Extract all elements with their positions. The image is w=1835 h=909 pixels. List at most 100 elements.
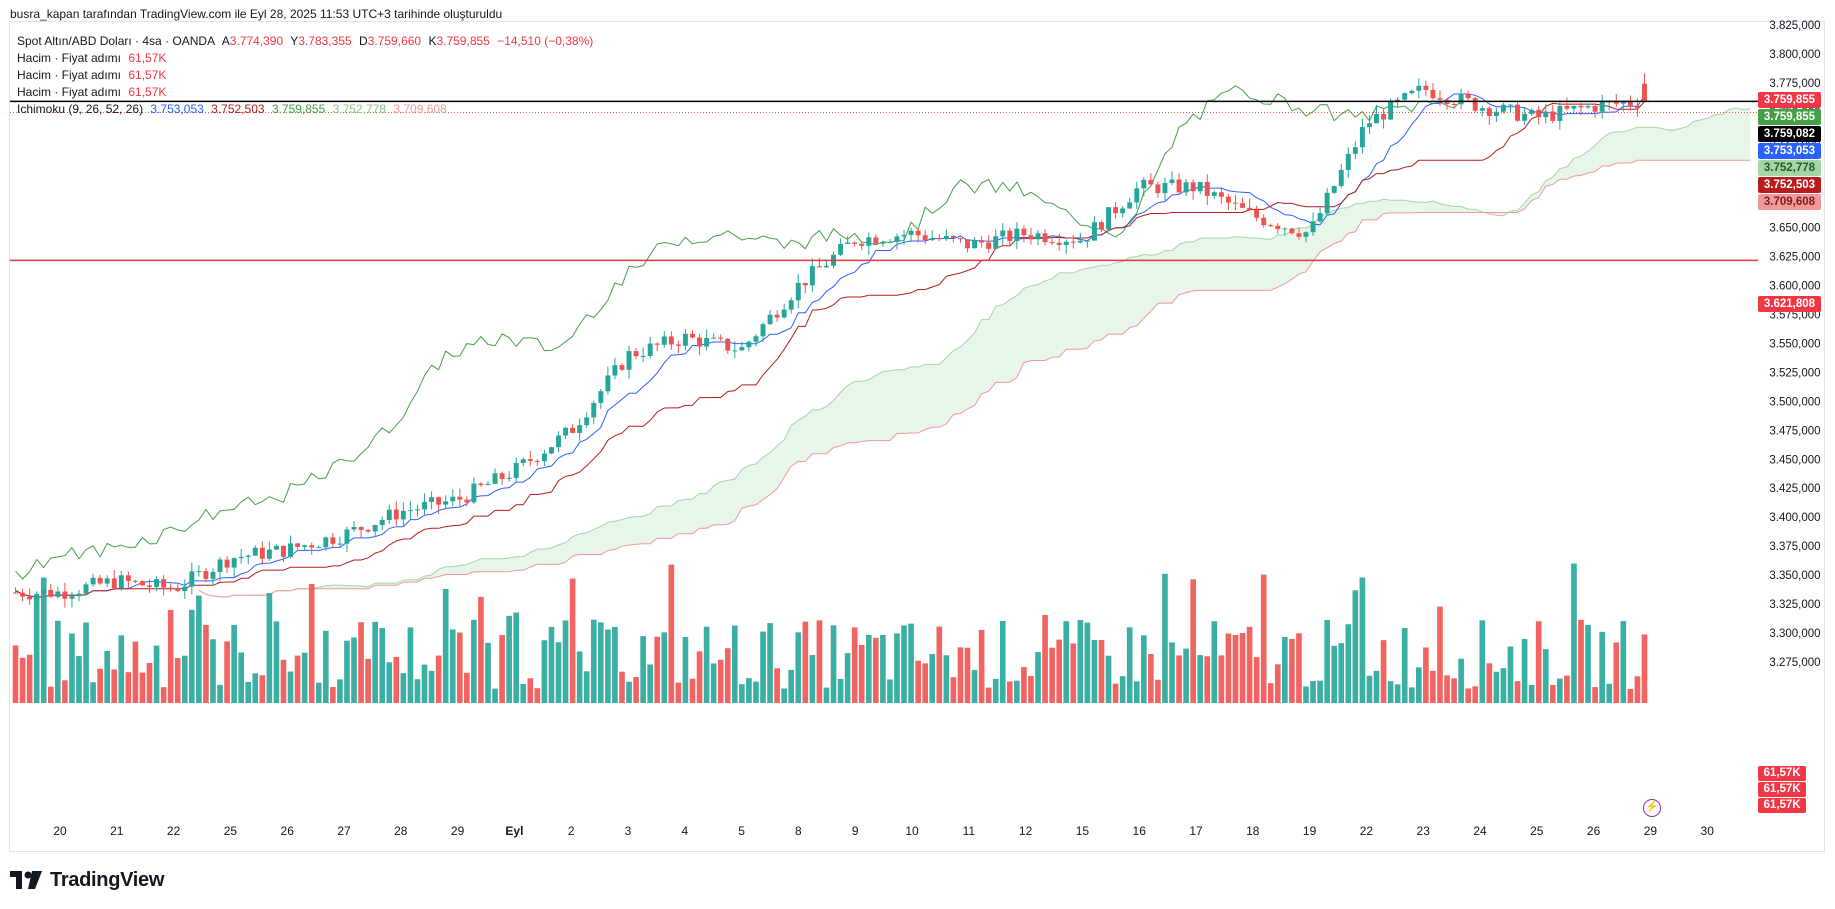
- volume-bar: [1014, 680, 1020, 703]
- candle-body: [1571, 105, 1577, 109]
- senkou-b-price-tag: 3.709,608: [1758, 194, 1821, 210]
- last-price-tag: 3.759,855: [1758, 92, 1821, 108]
- cloud-segment: [586, 529, 594, 555]
- candle-body: [1282, 228, 1288, 230]
- volume-bar: [739, 684, 745, 703]
- cloud-segment: [1644, 127, 1652, 161]
- cloud-segment: [1454, 206, 1462, 213]
- volume-bar: [1394, 684, 1401, 703]
- volume-bar: [1380, 640, 1387, 703]
- y-tick-label: 3.550,000: [1769, 338, 1820, 350]
- volume-bar: [1021, 667, 1027, 703]
- cloud-segment: [1623, 129, 1631, 163]
- candle-body: [1049, 242, 1055, 244]
- cloud-segment: [1425, 201, 1433, 213]
- candle-body: [330, 537, 336, 544]
- x-tick-label: 11: [963, 824, 976, 838]
- cloud-segment: [473, 558, 481, 572]
- candle-body: [802, 282, 808, 286]
- cloud-segment: [487, 558, 496, 572]
- candle-body: [457, 496, 463, 500]
- cloud-segment: [1397, 200, 1405, 213]
- candle-body: [1395, 99, 1401, 101]
- candle-body: [661, 336, 667, 345]
- candle-body: [1430, 89, 1436, 99]
- candle-body: [1627, 101, 1633, 106]
- cloud-segment: [840, 385, 848, 446]
- volume-bar: [40, 577, 47, 703]
- volume-value: 61,57K: [128, 68, 167, 82]
- volume-bar: [1183, 648, 1189, 703]
- volume-bar: [372, 621, 378, 703]
- volume-legend-1[interactable]: Hacim · Fiyat adımı 61,57K: [17, 51, 170, 65]
- cloud-segment: [1418, 202, 1426, 213]
- cloud-segment: [643, 513, 651, 544]
- candle-body: [1183, 182, 1189, 193]
- candle-body: [464, 499, 470, 503]
- cloud-segment: [770, 446, 778, 495]
- volume-bar: [485, 642, 491, 703]
- volume-bar: [583, 671, 590, 703]
- candle-body: [915, 230, 921, 236]
- ichimoku-legend[interactable]: Ichimoku (9, 26, 52, 26) 3.753,053 3.752…: [17, 102, 451, 116]
- volume-bar: [259, 675, 266, 703]
- cloud-segment: [572, 533, 580, 557]
- chart-frame[interactable]: [9, 21, 1825, 852]
- volume-bar: [802, 621, 809, 703]
- cloud-segment: [960, 340, 968, 414]
- cloud-segment: [1581, 151, 1589, 176]
- candle-body: [415, 509, 420, 511]
- volume-bar: [555, 642, 562, 703]
- candle-body: [1063, 241, 1069, 245]
- cloud-segment: [410, 579, 418, 583]
- cloud-segment: [523, 552, 531, 571]
- change-value: −14,510 (−0,38%): [497, 34, 594, 48]
- symbol-legend[interactable]: Spot Altın/ABD Doları · 4sa · OANDA A3.7…: [17, 34, 597, 48]
- volume-bar: [1225, 633, 1232, 703]
- open-value: 3.774,390: [229, 34, 284, 48]
- candle-body: [1331, 186, 1337, 193]
- candle-body: [386, 509, 392, 520]
- volume-bar: [301, 652, 308, 703]
- cloud-segment: [1559, 166, 1567, 180]
- candle-body: [584, 417, 590, 426]
- volume-bar: [1352, 590, 1359, 703]
- volume-bar: [132, 641, 139, 703]
- candle-body: [753, 336, 759, 342]
- tradingview-logo[interactable]: TradingView: [10, 868, 164, 892]
- volume-bar: [1430, 670, 1436, 703]
- volume-legend-3[interactable]: Hacim · Fiyat adımı 61,57K: [17, 85, 170, 99]
- cloud-segment: [551, 544, 559, 565]
- cloud-segment: [1101, 265, 1109, 340]
- volume-bar: [1282, 636, 1288, 703]
- volume-bar: [647, 664, 654, 703]
- volume-bar: [62, 680, 68, 703]
- cloud-segment: [1404, 200, 1412, 213]
- candle-body: [478, 483, 484, 486]
- candle-body: [605, 375, 611, 392]
- lightning-icon[interactable]: ⚡: [1643, 799, 1661, 817]
- volume-value: 61,57K: [128, 51, 167, 65]
- candle-body: [20, 592, 26, 597]
- volume-bar: [696, 651, 703, 703]
- cloud-segment: [734, 469, 742, 521]
- candle-body: [288, 543, 294, 557]
- cloud-segment: [1573, 156, 1582, 177]
- volume-bar: [1239, 633, 1246, 703]
- candle-body: [1634, 105, 1640, 109]
- y-tick-label: 3.525,000: [1769, 367, 1820, 379]
- volume-bar: [231, 624, 237, 703]
- cloud-segment: [1524, 194, 1532, 209]
- close-label: K: [428, 34, 437, 48]
- volume-bar: [428, 670, 435, 703]
- x-tick-label: 29: [451, 824, 465, 838]
- cloud-segment: [1108, 262, 1116, 335]
- volume-bar: [922, 663, 929, 703]
- cloud-segment: [621, 517, 630, 547]
- volume-bar: [675, 682, 682, 703]
- volume-legend-2[interactable]: Hacim · Fiyat adımı 61,57K: [17, 68, 170, 82]
- candle-body: [732, 350, 738, 352]
- cloud-segment: [1729, 108, 1737, 161]
- cloud-segment: [692, 493, 700, 534]
